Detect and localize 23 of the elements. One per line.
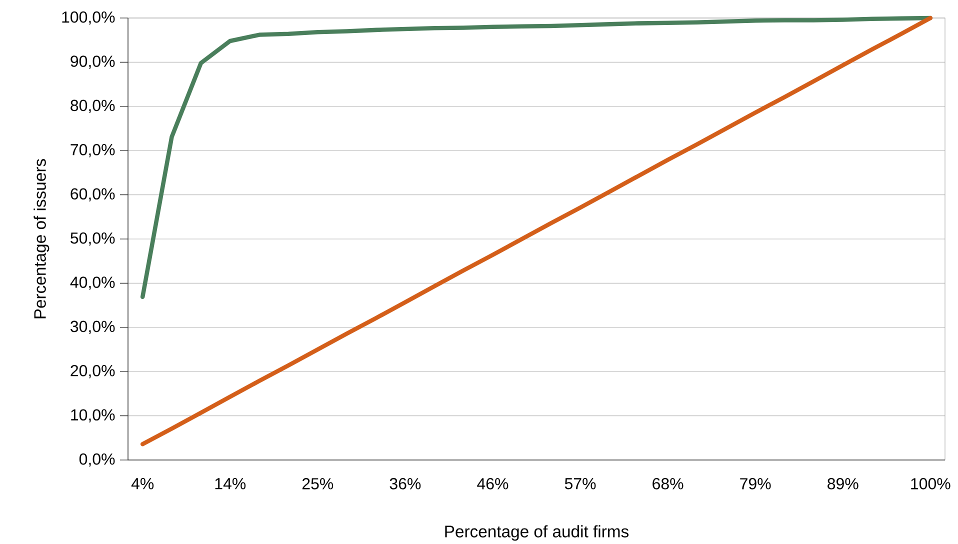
- x-tick-label: 68%: [652, 478, 684, 490]
- x-tick-label: 46%: [477, 478, 508, 490]
- x-tick-label: 57%: [564, 478, 596, 490]
- y-tick-label: 10,0%: [71, 409, 115, 422]
- y-tick-label: 20,0%: [70, 364, 115, 378]
- x-axis-title: Percentage of audit firms: [445, 525, 629, 541]
- y-tick-label: 60,0%: [70, 188, 115, 202]
- x-tick-label: 14%: [215, 478, 246, 490]
- y-axis-title: Percentage of issuers: [34, 159, 50, 318]
- y-tick-label: 0,0%: [79, 453, 115, 467]
- y-tick-label: 80,0%: [70, 100, 115, 114]
- x-tick-label: 25%: [302, 478, 334, 490]
- y-tick-label: 40,0%: [70, 276, 115, 290]
- x-tick-label: 100%: [911, 478, 950, 490]
- y-tick-label: 50,0%: [70, 232, 115, 246]
- y-tick-label: 100,0%: [62, 11, 115, 25]
- y-tick-label: 90,0%: [70, 56, 115, 69]
- x-tick-label: 89%: [828, 478, 858, 490]
- y-tick-label: 30,0%: [70, 320, 115, 334]
- x-tick-label: 79%: [740, 478, 771, 490]
- x-tick-label: 4%: [131, 478, 154, 490]
- x-tick-label: 36%: [390, 478, 421, 490]
- y-tick-label: 70,0%: [70, 144, 115, 158]
